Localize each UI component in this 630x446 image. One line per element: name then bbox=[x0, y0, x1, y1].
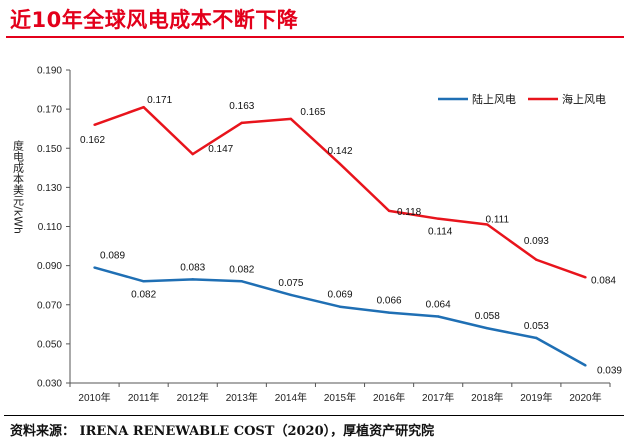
y-axis-label: 度电成本美元/kWh bbox=[12, 139, 25, 234]
offshore-data-label: 0.165 bbox=[300, 107, 325, 118]
offshore-point bbox=[387, 209, 391, 213]
offshore-point bbox=[191, 152, 194, 156]
offshore-data-label: 0.147 bbox=[208, 144, 233, 155]
offshore-data-label: 0.163 bbox=[229, 101, 254, 112]
onshore-point bbox=[486, 327, 489, 330]
x-tick-label: 2014年 bbox=[275, 391, 307, 404]
offshore-point bbox=[584, 276, 587, 279]
source-divider bbox=[4, 415, 624, 416]
chart-title: 近10年全球风电成本不断下降 bbox=[10, 8, 299, 32]
onshore-data-label: 0.083 bbox=[180, 262, 205, 273]
onshore-point bbox=[289, 293, 293, 297]
offshore-point bbox=[142, 105, 145, 109]
offshore-point bbox=[240, 121, 244, 125]
x-tick-label: 2019年 bbox=[520, 391, 552, 404]
x-tick-label: 2020年 bbox=[569, 391, 601, 404]
onshore-point bbox=[436, 315, 440, 318]
offshore-point bbox=[289, 117, 293, 121]
title-underline bbox=[6, 36, 624, 38]
offshore-data-label: 0.142 bbox=[327, 146, 352, 157]
offshore-point bbox=[535, 258, 538, 261]
onshore-point bbox=[535, 336, 538, 340]
x-tick-label: 2017年 bbox=[422, 391, 454, 404]
x-tick-label: 2011年 bbox=[128, 391, 160, 404]
onshore-wind-line bbox=[94, 266, 587, 367]
x-tick-label: 2018年 bbox=[471, 391, 503, 404]
onshore-data-label: 0.082 bbox=[131, 289, 156, 300]
onshore-point bbox=[191, 278, 194, 281]
y-tick-label: 0.090 bbox=[37, 261, 62, 272]
onshore-data-label: 0.089 bbox=[100, 251, 125, 262]
chart-axes bbox=[66, 69, 611, 387]
x-tick-label: 2010年 bbox=[78, 391, 110, 404]
y-tick-label: 0.110 bbox=[38, 222, 63, 233]
onshore-data-label: 0.039 bbox=[597, 365, 622, 376]
x-tick-labels: 2010年 2011年 2012年 2013年 2014年 2015年 2016年 2017年… bbox=[78, 391, 601, 404]
offshore-data-label: 0.114 bbox=[428, 227, 453, 238]
onshore-legend-label: 陆上风电 bbox=[472, 92, 516, 106]
offshore-data-label: 0.093 bbox=[524, 236, 549, 247]
offshore-data-label: 0.171 bbox=[147, 95, 172, 106]
onshore-data-label: 0.082 bbox=[229, 264, 254, 275]
offshore-legend-label: 海上风电 bbox=[562, 92, 606, 106]
x-tick-label: 2015年 bbox=[324, 391, 356, 404]
offshore-data-label: 0.111 bbox=[485, 215, 509, 226]
y-tick-label: 0.150 bbox=[37, 144, 62, 155]
onshore-data-label: 0.064 bbox=[426, 299, 451, 310]
y-tick-label: 0.070 bbox=[37, 300, 62, 311]
y-tick-labels: 0.030 0.050 0.070 0.090 0.110 0.130 0.150 0.170… bbox=[37, 66, 62, 390]
line-chart: 0.030 0.050 0.070 0.090 0.110 0.130 0.150 0.170… bbox=[12, 66, 623, 405]
y-tick-label: 0.130 bbox=[37, 183, 62, 194]
x-tick-label: 2016年 bbox=[373, 391, 405, 404]
onshore-point bbox=[142, 280, 145, 283]
legend: 陆上风电 海上风电 bbox=[438, 92, 606, 106]
y-tick-label: 0.030 bbox=[37, 379, 62, 390]
data-labels: 0.089 0.082 0.083 0.082 0.075 0.069 0.066 0.064… bbox=[80, 95, 622, 376]
offshore-data-label: 0.162 bbox=[80, 135, 105, 146]
onshore-point bbox=[338, 305, 342, 308]
offshore-point bbox=[436, 217, 440, 220]
onshore-point bbox=[93, 266, 96, 269]
onshore-point bbox=[240, 280, 244, 283]
series-lines bbox=[93, 105, 587, 367]
x-tick-label: 2013年 bbox=[226, 391, 258, 404]
onshore-data-label: 0.066 bbox=[377, 296, 402, 307]
onshore-point bbox=[387, 311, 391, 314]
offshore-wind-line bbox=[94, 105, 586, 279]
offshore-data-label: 0.118 bbox=[397, 207, 422, 218]
offshore-point bbox=[486, 223, 489, 226]
onshore-data-label: 0.069 bbox=[327, 290, 352, 301]
source-note: 资料来源： IRENA RENEWABLE COST（2020），厚植资产研究院 bbox=[10, 424, 435, 439]
onshore-data-label: 0.075 bbox=[278, 278, 303, 289]
offshore-data-label: 0.084 bbox=[591, 275, 616, 286]
onshore-data-label: 0.053 bbox=[524, 321, 549, 332]
onshore-point bbox=[584, 364, 587, 367]
offshore-point bbox=[338, 162, 342, 166]
y-tick-label: 0.170 bbox=[37, 105, 62, 116]
onshore-data-label: 0.058 bbox=[475, 311, 500, 322]
y-tick-label: 0.190 bbox=[37, 66, 62, 77]
x-tick-label: 2012年 bbox=[177, 391, 209, 404]
y-tick-label: 0.050 bbox=[37, 339, 62, 350]
offshore-point bbox=[93, 123, 96, 126]
